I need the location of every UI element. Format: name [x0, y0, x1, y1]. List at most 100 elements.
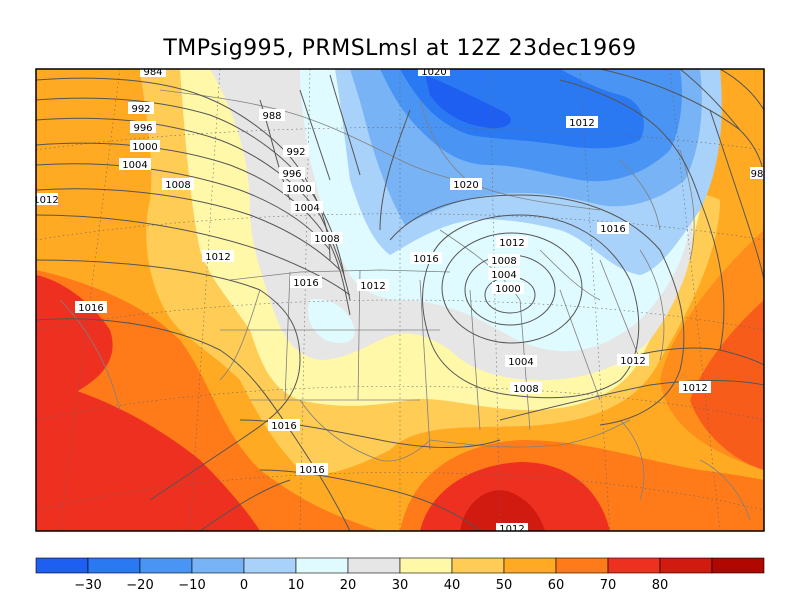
svg-text:1020: 1020 — [453, 180, 478, 191]
svg-text:1012: 1012 — [499, 238, 524, 249]
colorbar-tick-label: −10 — [178, 578, 205, 593]
isobar-label: 1016 — [597, 222, 629, 235]
isobar-label: 1008 — [162, 178, 194, 191]
colorbar-tick-label: −30 — [74, 578, 101, 593]
colorbar-swatch — [243, 557, 297, 574]
temp-fill-deepblue — [400, 69, 644, 149]
isobar-label: 1016 — [296, 463, 328, 476]
isobar-label: 996 — [279, 167, 305, 180]
colorbar-tick-label: 80 — [652, 578, 669, 593]
isobar-label: 1020 — [418, 67, 450, 78]
svg-text:1012: 1012 — [205, 252, 230, 263]
isobar-label: 1004 — [488, 268, 520, 281]
svg-text:1016: 1016 — [299, 465, 324, 476]
svg-text:1012: 1012 — [360, 281, 385, 292]
colorbar-tick-label: 10 — [288, 578, 305, 593]
map-frame — [35, 68, 765, 532]
temp-fill-cyan-blob — [308, 299, 355, 343]
svg-text:1020: 1020 — [421, 67, 446, 78]
isobar-label: 1000 — [283, 182, 315, 195]
isobar-label: 1008 — [510, 382, 542, 395]
isobar-label: 98 — [750, 167, 764, 180]
svg-text:1000: 1000 — [495, 284, 520, 295]
graticule — [36, 69, 764, 531]
isobar-label: 1004 — [291, 201, 323, 214]
colorbar-swatch — [659, 557, 713, 574]
isobar-label: 1012 — [33, 193, 59, 206]
svg-text:1008: 1008 — [165, 180, 190, 191]
svg-text:1016: 1016 — [293, 278, 318, 289]
colorbar-swatch — [347, 557, 401, 574]
isobar-label: 1012 — [617, 354, 649, 367]
isobar-label: 1012 — [357, 279, 389, 292]
isobar-label: 1004 — [119, 158, 151, 171]
svg-text:98: 98 — [751, 169, 764, 180]
svg-text:1016: 1016 — [78, 303, 103, 314]
colorbar-swatch — [139, 557, 193, 574]
svg-text:1004: 1004 — [508, 357, 533, 368]
chart-title: TMPsig995, PRMSLmsl at 12Z 23dec1969 — [163, 36, 637, 61]
svg-text:988: 988 — [262, 111, 281, 122]
svg-text:1000: 1000 — [132, 142, 157, 153]
colorbar-tick-label: 50 — [496, 578, 513, 593]
isobar-label: 1000 — [492, 282, 524, 295]
isobar-label: 1012 — [496, 523, 528, 535]
isobar-label: 1016 — [410, 252, 442, 265]
svg-text:984: 984 — [143, 67, 162, 78]
colorbar-swatch — [711, 557, 765, 574]
colorbar-swatch — [295, 557, 349, 574]
isobar-label: 1012 — [496, 236, 528, 249]
colorbar-swatch — [555, 557, 609, 574]
isobar-label: 1016 — [75, 301, 107, 314]
isobar-label: 1008 — [488, 254, 520, 267]
temp-fill-east-red2 — [660, 230, 764, 470]
temp-fill-deepblue-core — [425, 75, 511, 129]
svg-text:1004: 1004 — [294, 203, 319, 214]
svg-text:1004: 1004 — [491, 270, 516, 281]
isobar-label: 1016 — [268, 419, 300, 432]
svg-text:992: 992 — [286, 147, 305, 158]
svg-text:996: 996 — [133, 123, 152, 134]
svg-text:1000: 1000 — [286, 184, 311, 195]
temp-fill-sw-red — [36, 380, 260, 531]
svg-text:996: 996 — [282, 169, 301, 180]
colorbar-tick-label: 20 — [340, 578, 357, 593]
temp-fill-gulf-red3 — [460, 490, 545, 531]
isobar-label: 1012 — [202, 250, 234, 263]
temp-fill-west-deepred — [36, 275, 113, 400]
isobar-label: 992 — [283, 145, 309, 158]
colorbar-tick-label: 30 — [392, 578, 409, 593]
svg-text:1004: 1004 — [122, 160, 147, 171]
isobar-label: 1004 — [505, 355, 537, 368]
svg-text:992: 992 — [131, 104, 150, 115]
colorbar-tick-label: 70 — [600, 578, 617, 593]
svg-text:1016: 1016 — [600, 224, 625, 235]
svg-text:1012: 1012 — [499, 524, 524, 535]
colorbar-tick-label: 40 — [444, 578, 461, 593]
isobar-label: 988 — [259, 109, 285, 122]
svg-text:1012: 1012 — [33, 195, 58, 206]
colorbar-swatch — [451, 557, 505, 574]
isobar-label: 1020 — [450, 178, 482, 191]
isobar-label: 1008 — [311, 232, 343, 245]
isobar-label: 992 — [128, 102, 154, 115]
colorbar-swatch — [607, 557, 661, 574]
isobar-label: 1012 — [566, 116, 598, 129]
svg-text:1008: 1008 — [513, 384, 538, 395]
svg-text:1012: 1012 — [569, 118, 594, 129]
isobar-label: 1012 — [679, 381, 711, 394]
svg-text:1016: 1016 — [413, 254, 438, 265]
colorbar-tick-label: −20 — [126, 578, 153, 593]
isobar-label: 996 — [130, 121, 156, 134]
colorbar-swatch — [35, 557, 89, 574]
svg-text:1012: 1012 — [620, 356, 645, 367]
colorbar-tick-label: 0 — [240, 578, 248, 593]
svg-text:1008: 1008 — [314, 234, 339, 245]
colorbar-swatch — [399, 557, 453, 574]
svg-text:1008: 1008 — [491, 256, 516, 267]
isobar-label: 1016 — [290, 276, 322, 289]
colorbar-swatch — [191, 557, 245, 574]
isobar-label: 1000 — [130, 140, 160, 153]
